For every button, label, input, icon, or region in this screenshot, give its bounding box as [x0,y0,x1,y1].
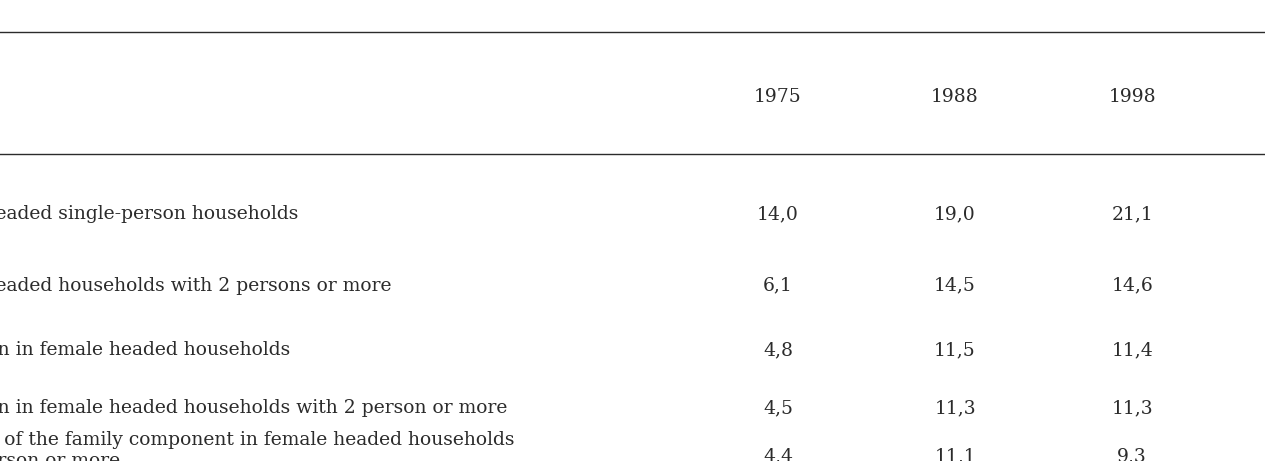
Text: 14,0: 14,0 [756,205,799,224]
Text: 1988: 1988 [931,88,979,106]
Text: Members of the family component in female headed households
with 2 person or mor: Members of the family component in femal… [0,431,515,461]
Text: 14,5: 14,5 [934,277,977,295]
Text: 11,5: 11,5 [934,341,977,360]
Text: 11,4: 11,4 [1111,341,1154,360]
Text: 6,1: 6,1 [763,277,793,295]
Text: Population in female headed households: Population in female headed households [0,341,290,360]
Text: 11,3: 11,3 [1112,399,1152,417]
Text: Population in female headed households with 2 person or more: Population in female headed households w… [0,399,507,417]
Text: 11,1: 11,1 [935,447,975,461]
Text: 4,4: 4,4 [763,447,793,461]
Text: Female headed households with 2 persons or more: Female headed households with 2 persons … [0,277,391,295]
Text: 4,8: 4,8 [763,341,793,360]
Text: 11,3: 11,3 [935,399,975,417]
Text: 21,1: 21,1 [1111,205,1154,224]
Text: 1975: 1975 [754,88,802,106]
Text: Female headed single-person households: Female headed single-person households [0,205,299,224]
Text: 19,0: 19,0 [934,205,977,224]
Text: 1998: 1998 [1108,88,1156,106]
Text: 9,3: 9,3 [1117,447,1147,461]
Text: 4,5: 4,5 [763,399,793,417]
Text: 14,6: 14,6 [1111,277,1154,295]
